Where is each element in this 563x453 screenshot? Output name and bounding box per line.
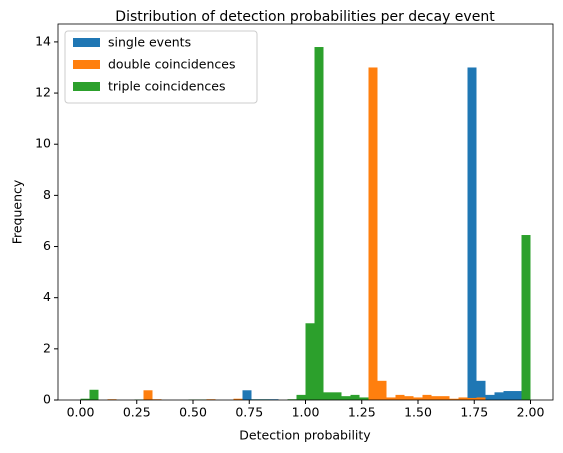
y-tick-label: 12: [35, 85, 51, 100]
x-axis-label: Detection probability: [239, 428, 371, 443]
bar: [404, 396, 414, 400]
bar: [80, 398, 90, 400]
bar: [89, 389, 99, 400]
bar: [476, 397, 486, 400]
legend-label: single events: [108, 35, 191, 50]
bar: [233, 398, 243, 400]
y-tick-label: 8: [43, 187, 51, 202]
bar: [512, 391, 522, 400]
y-tick-label: 0: [43, 392, 51, 407]
bar: [368, 67, 378, 400]
bar: [323, 392, 333, 400]
bar: [503, 391, 513, 400]
x-tick-label: 0.50: [179, 405, 207, 420]
bar: [440, 396, 450, 400]
x-tick-label: 1.00: [292, 405, 320, 420]
x-tick-label: 0.25: [123, 405, 151, 420]
bar: [422, 394, 432, 400]
x-tick-label: 0.00: [67, 405, 95, 420]
bar: [143, 390, 153, 400]
legend-swatch: [73, 60, 100, 69]
legend-label: double coincidences: [108, 57, 235, 72]
chart-title: Distribution of detection probabilities …: [115, 9, 495, 25]
bar: [485, 394, 495, 400]
bar: [395, 394, 405, 400]
y-tick-label: 4: [43, 289, 51, 304]
bar: [413, 397, 423, 400]
bar: [449, 398, 459, 400]
legend-box: [64, 30, 258, 104]
bar: [521, 235, 531, 400]
y-axis-label: Frequency: [10, 179, 25, 244]
bar: [386, 397, 396, 400]
bar: [314, 47, 324, 400]
y-tick-label: 14: [35, 33, 51, 48]
bar: [377, 380, 387, 400]
bar: [242, 390, 252, 400]
bar: [296, 394, 306, 400]
y-tick-label: 2: [43, 340, 51, 355]
bar: [359, 397, 369, 400]
legend-label: triple coincidences: [108, 79, 225, 94]
bar: [467, 67, 477, 400]
bar: [431, 396, 441, 400]
bar: [341, 396, 351, 400]
bar: [332, 392, 342, 400]
x-tick-label: 2.00: [517, 405, 545, 420]
y-tick-label: 10: [35, 136, 51, 151]
bar: [305, 323, 315, 400]
legend-swatch: [73, 82, 100, 91]
bar: [476, 380, 486, 400]
bar: [467, 397, 477, 400]
legend-swatch: [73, 38, 100, 47]
x-tick-label: 1.25: [348, 405, 376, 420]
x-tick-label: 1.50: [404, 405, 432, 420]
x-tick-label: 0.75: [235, 405, 263, 420]
bar: [350, 394, 360, 400]
bar: [458, 397, 468, 400]
y-tick-label: 6: [43, 238, 51, 253]
bar: [494, 392, 504, 400]
x-tick-label: 1.75: [460, 405, 488, 420]
